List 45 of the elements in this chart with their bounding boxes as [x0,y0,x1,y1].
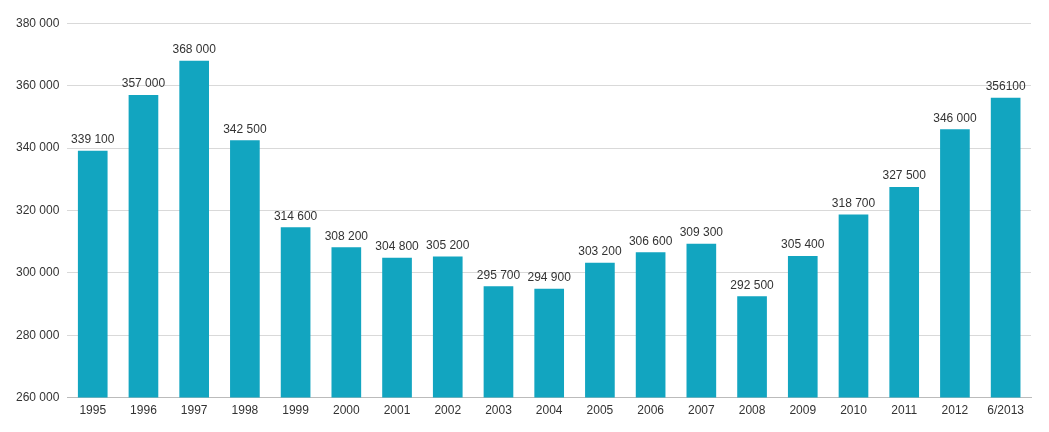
data-label: 308 200 [324,228,369,243]
y-tick-label: 320 000 [15,202,60,217]
y-tick-label: 380 000 [15,15,60,30]
y-tick-label: 340 000 [15,140,60,155]
data-label: 305 400 [781,237,825,252]
data-label: 357 000 [121,76,166,91]
x-tick-label: 2012 [941,403,969,418]
data-label: 342 500 [223,121,267,136]
data-label: 339 100 [71,132,115,147]
x-tick-label: 2009 [789,403,817,418]
data-label: 295 700 [476,267,521,282]
data-label: 304 800 [375,239,420,254]
x-tick-label: 2002 [434,403,462,418]
y-tick-label: 260 000 [15,389,60,404]
data-label: 292 500 [730,277,775,292]
x-tick-label: 2003 [485,403,513,418]
data-label: 327 500 [882,168,927,183]
data-label: 314 600 [273,208,318,223]
x-tick-label: 2004 [535,403,563,418]
x-tick-label: 6/2013 [987,403,1025,418]
data-label: 305 200 [426,237,470,252]
x-tick-label: 1996 [130,403,158,418]
x-tick-label: 2008 [738,403,766,418]
data-label: 368 000 [172,41,217,56]
x-tick-label: 2010 [840,403,868,418]
x-tick-label: 2011 [891,403,918,418]
x-tick-label: 2007 [687,403,716,418]
data-label: 303 200 [578,244,622,259]
x-tick-label: 1995 [79,403,107,418]
x-tick-label: 1999 [282,403,310,418]
y-tick-label: 300 000 [15,265,60,280]
x-tick-label: 2005 [586,403,614,418]
y-tick-label: 280 000 [15,327,60,342]
x-tick-label: 2000 [332,403,360,418]
data-label: 318 700 [831,195,876,210]
y-tick-label: 360 000 [15,77,60,92]
x-tick-label: 2006 [637,403,665,418]
x-tick-label: 1998 [231,403,259,418]
data-label: 309 300 [679,225,724,240]
x-tick-label: 1997 [180,403,208,418]
data-label: 306 600 [628,233,673,248]
data-label: 346 000 [933,110,977,125]
x-tick-label: 2001 [383,403,411,418]
data-label: 294 900 [527,270,572,285]
data-label: 356100 [985,79,1026,94]
